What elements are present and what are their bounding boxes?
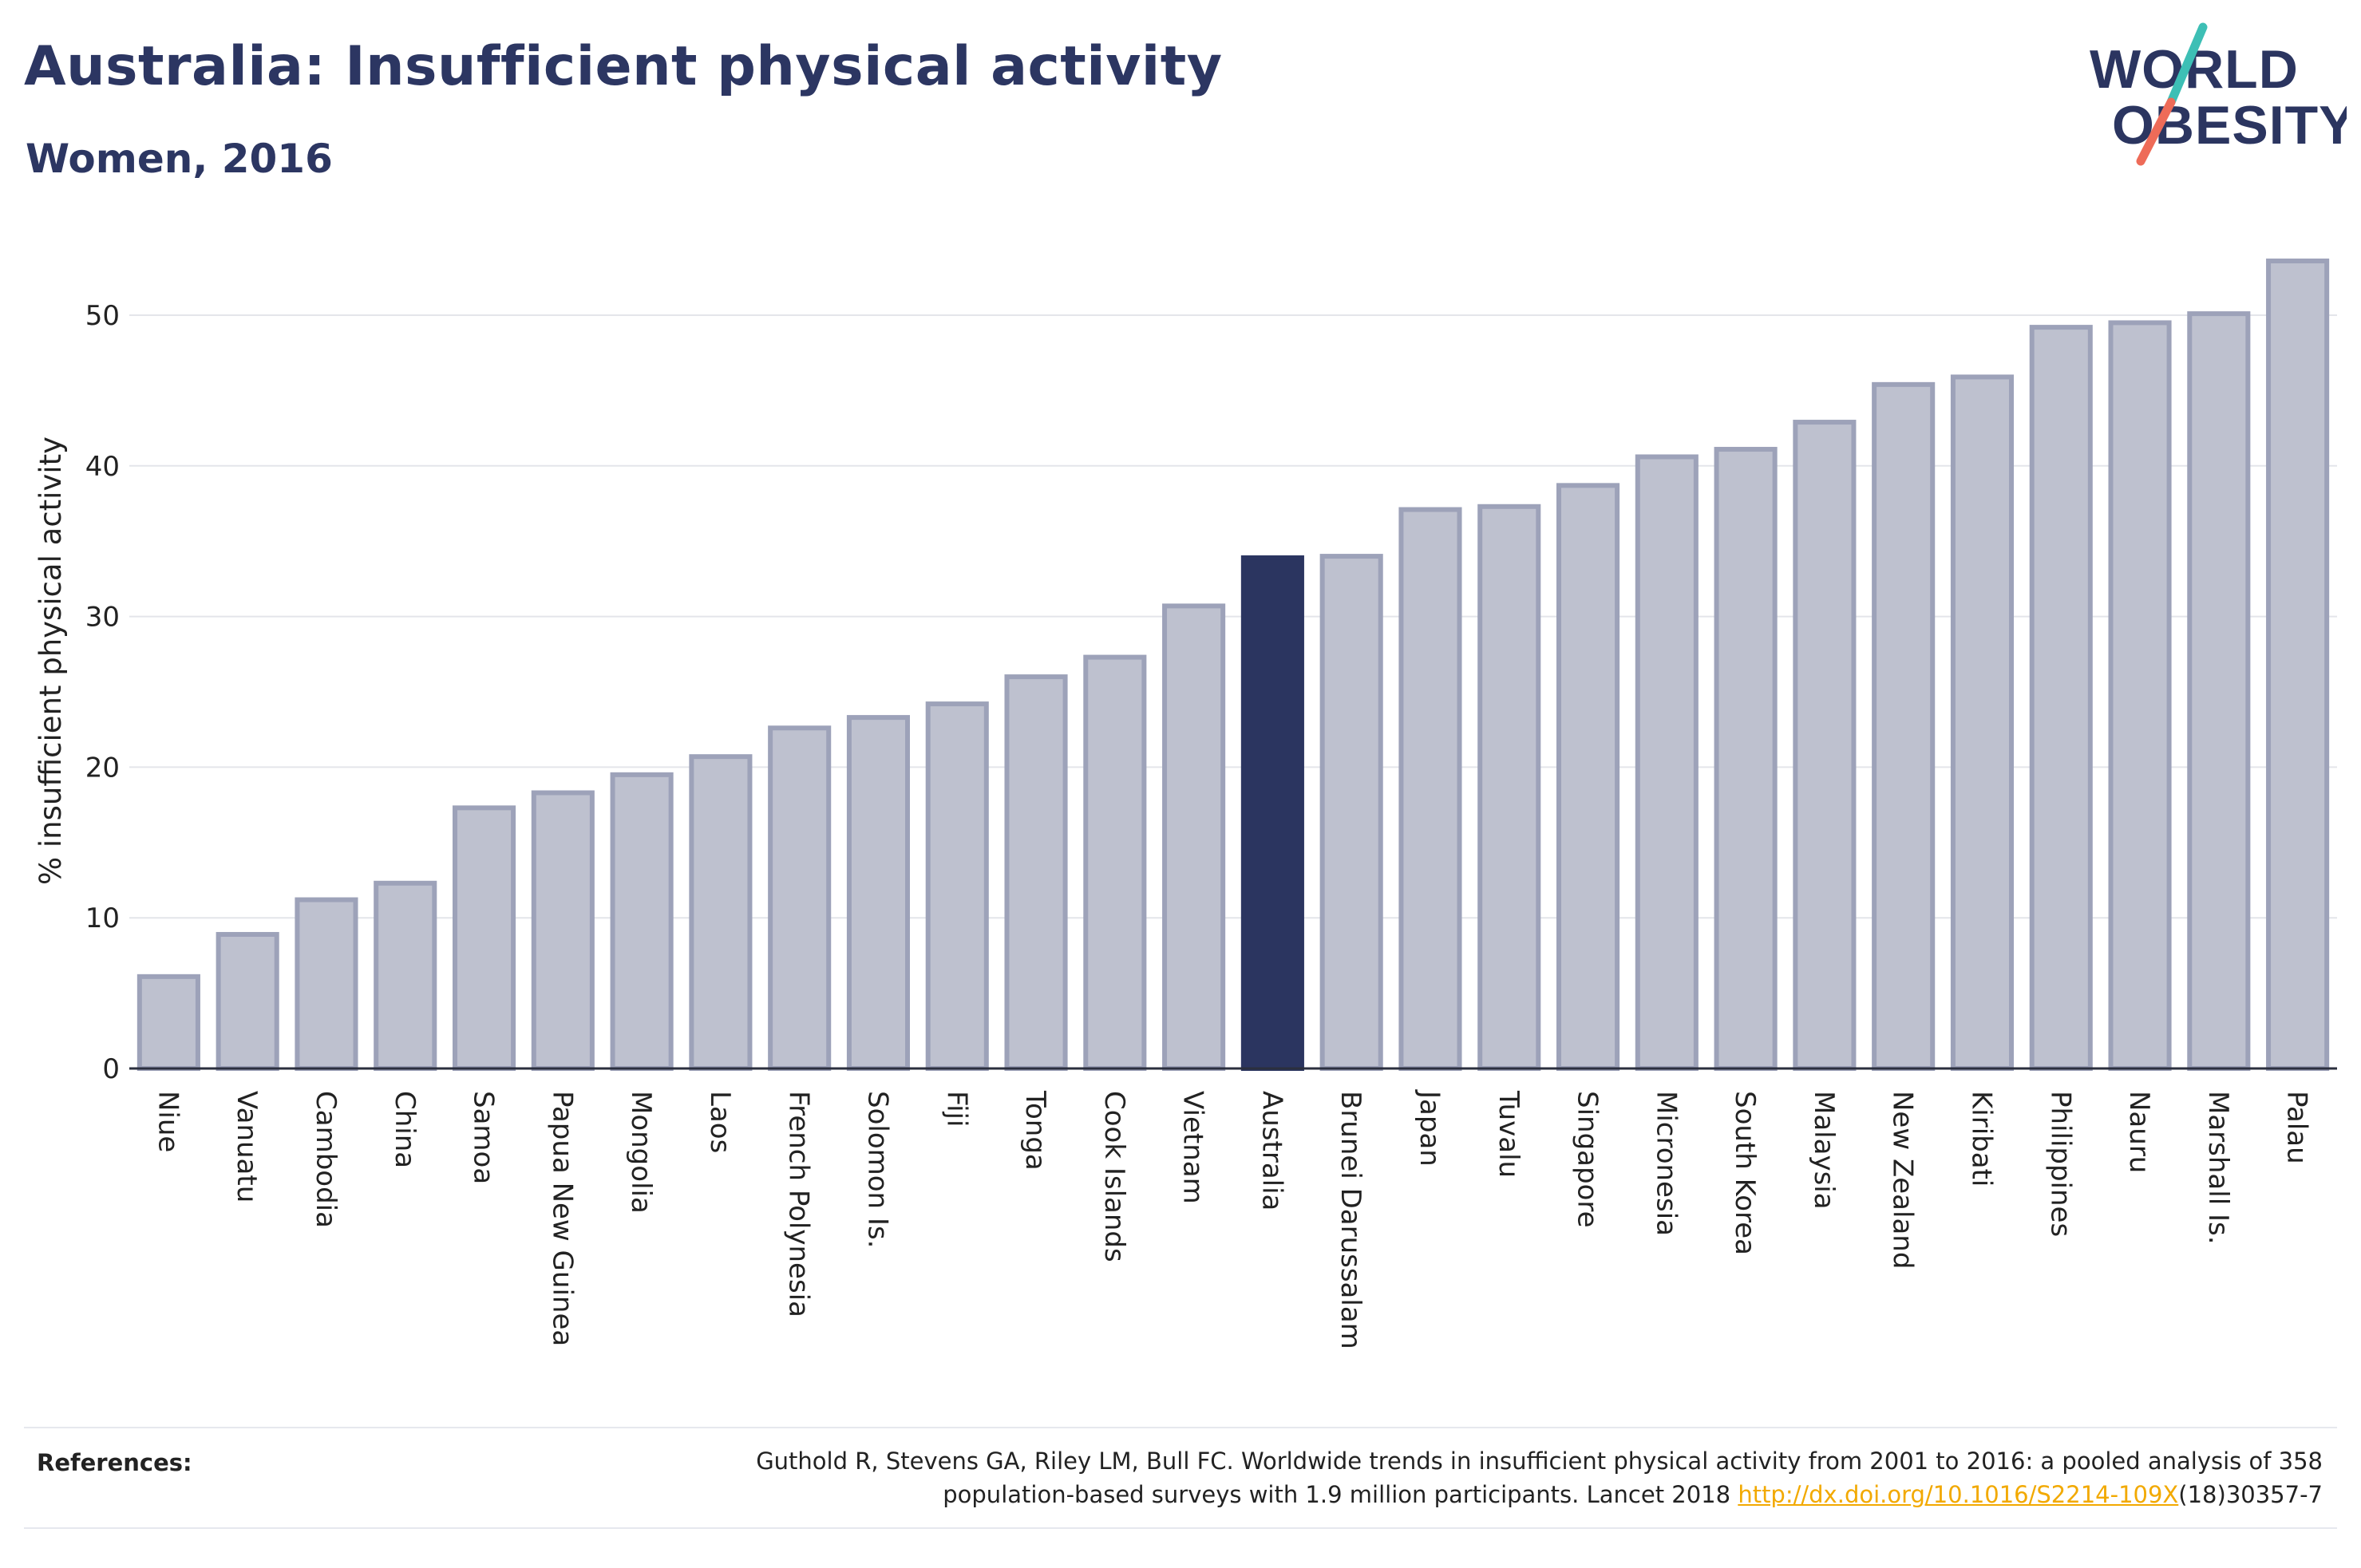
x-tick-label: China bbox=[389, 1091, 421, 1168]
x-tick-label: Papua New Guinea bbox=[546, 1091, 578, 1346]
x-tick-label: Cambodia bbox=[310, 1091, 342, 1228]
bar-solomon-is bbox=[846, 715, 911, 1071]
bar-papua-new-guinea bbox=[531, 790, 595, 1071]
citation-line-2-prefix: population-based surveys with 1.9 millio… bbox=[943, 1481, 1738, 1508]
bar-philippines bbox=[2029, 325, 2093, 1071]
x-tick-label: Tonga bbox=[1019, 1090, 1051, 1171]
bar-micronesia bbox=[1635, 454, 1699, 1071]
x-tick-label: Brunei Darussalam bbox=[1335, 1091, 1366, 1349]
citation-line-2: population-based surveys with 1.9 millio… bbox=[487, 1478, 2323, 1511]
x-tick-label: Cook Islands bbox=[1098, 1091, 1130, 1262]
x-tick-label: Philippines bbox=[2044, 1091, 2076, 1237]
references-label: References: bbox=[37, 1449, 192, 1476]
y-tick-label: 20 bbox=[85, 752, 120, 784]
x-tick-label: Solomon Is. bbox=[861, 1091, 893, 1248]
x-tick-label: New Zealand bbox=[1887, 1091, 1919, 1269]
x-tick-label: French Polynesia bbox=[783, 1091, 815, 1317]
bar-china bbox=[374, 880, 437, 1071]
bar-australia bbox=[1240, 555, 1304, 1071]
x-tick-labels: Niue Vanuatu Cambodia China Samoa Papua New G… bbox=[152, 1089, 2312, 1349]
x-tick-label: Tuvalu bbox=[1493, 1090, 1525, 1178]
x-tick-label: Niue bbox=[152, 1091, 184, 1152]
bar-chart: 0 10 20 30 40 50 Niue Vanuatu Cambodia China Samo… bbox=[34, 259, 2337, 1349]
x-tick-label: Nauru bbox=[2123, 1091, 2155, 1173]
bar-tonga bbox=[1004, 674, 1068, 1071]
bar-mongolia bbox=[610, 772, 674, 1072]
bar-south-korea bbox=[1714, 447, 1778, 1071]
y-tick-label: 50 bbox=[85, 300, 120, 332]
bar-samoa bbox=[452, 805, 516, 1071]
x-tick-label: South Korea bbox=[1729, 1091, 1761, 1255]
y-tick-labels: 0 10 20 30 40 50 bbox=[85, 300, 120, 1085]
x-tick-label: Samoa bbox=[468, 1091, 500, 1184]
bar-vietnam bbox=[1162, 603, 1226, 1071]
y-tick-label: 10 bbox=[85, 902, 120, 934]
x-tick-label: Japan bbox=[1414, 1089, 1445, 1167]
x-tick-label: Marshall Is. bbox=[2202, 1091, 2234, 1245]
x-tick-label: Mongolia bbox=[625, 1091, 657, 1214]
x-tick-label: Kiribati bbox=[1965, 1091, 1997, 1187]
x-tick-label: Vietnam bbox=[1177, 1091, 1209, 1204]
x-tick-label: Micronesia bbox=[1650, 1091, 1682, 1236]
bar-cambodia bbox=[295, 897, 358, 1071]
chart-title: Australia: Insufficient physical activit… bbox=[24, 35, 1223, 98]
x-tick-label: Fiji bbox=[940, 1091, 972, 1127]
x-tick-label: Singapore bbox=[1572, 1091, 1604, 1228]
x-tick-label: Australia bbox=[1256, 1091, 1287, 1211]
chart-subtitle: Women, 2016 bbox=[26, 136, 333, 182]
references-citation: Guthold R, Stevens GA, Riley LM, Bull FC… bbox=[487, 1444, 2323, 1511]
x-tick-label: Vanuatu bbox=[231, 1091, 263, 1203]
doi-link[interactable]: http://dx.doi.org/10.1016/S2214-109X bbox=[1738, 1481, 2179, 1508]
logo-slash-coral bbox=[2136, 97, 2176, 166]
bar-vanuatu bbox=[216, 931, 279, 1072]
bar-niue bbox=[136, 974, 200, 1072]
world-obesity-logo: WORLD OBESITY bbox=[2090, 22, 2347, 166]
bar-marshall-is bbox=[2187, 311, 2251, 1071]
bar-palau bbox=[2266, 259, 2330, 1072]
bar-japan bbox=[1398, 507, 1462, 1071]
references-box: References: Guthold R, Stevens GA, Riley… bbox=[24, 1427, 2337, 1529]
bar-kiribati bbox=[1950, 374, 2015, 1071]
bar-fiji bbox=[925, 701, 989, 1071]
bar-brunei-darussalam bbox=[1319, 554, 1383, 1071]
citation-line-2-suffix: (18)30357-7 bbox=[2178, 1481, 2323, 1508]
bar-new-zealand bbox=[1872, 381, 1936, 1071]
x-tick-label: Laos bbox=[704, 1091, 736, 1153]
x-tick-label: Palau bbox=[2281, 1091, 2313, 1164]
logo-slash-teal bbox=[2166, 22, 2208, 107]
y-axis-label: % insufficient physical activity bbox=[34, 436, 68, 885]
bars bbox=[136, 259, 2330, 1072]
citation-line-1: Guthold R, Stevens GA, Riley LM, Bull FC… bbox=[756, 1448, 2323, 1475]
y-tick-label: 0 bbox=[102, 1053, 120, 1085]
bar-malaysia bbox=[1793, 420, 1857, 1071]
bar-singapore bbox=[1556, 483, 1620, 1071]
bar-tuvalu bbox=[1477, 504, 1541, 1071]
bar-cook-islands bbox=[1083, 654, 1147, 1071]
bar-french-polynesia bbox=[768, 725, 832, 1071]
y-tick-label: 40 bbox=[85, 451, 120, 483]
y-tick-label: 30 bbox=[85, 602, 120, 634]
bar-nauru bbox=[2108, 320, 2172, 1071]
bar-laos bbox=[689, 754, 753, 1072]
x-tick-label: Malaysia bbox=[1808, 1091, 1840, 1210]
